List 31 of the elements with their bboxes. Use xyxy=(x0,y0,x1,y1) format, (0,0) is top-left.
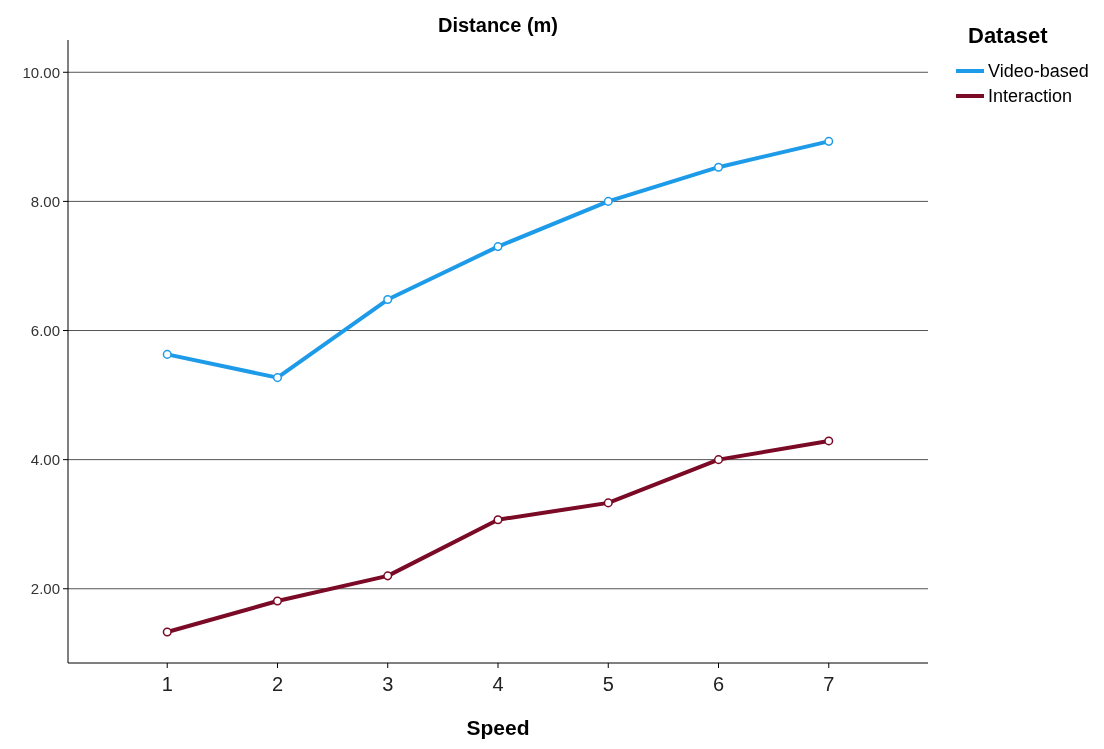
x-tick-label: 7 xyxy=(823,673,835,695)
point xyxy=(824,436,834,446)
point xyxy=(713,162,724,172)
x-tick-label: 4 xyxy=(492,673,504,695)
y-tick-label: 6.00 xyxy=(30,321,60,339)
x-tick-label: 6 xyxy=(712,673,725,695)
x-tick-label: 3 xyxy=(382,673,394,695)
y-tick-label: 10.00 xyxy=(22,63,60,81)
x-tick-label: 5 xyxy=(602,673,614,695)
point xyxy=(272,596,283,606)
chart-title: Distance (m) xyxy=(437,14,559,36)
point xyxy=(272,373,283,383)
point xyxy=(383,295,393,305)
point xyxy=(603,498,613,508)
legend-label: Video-based xyxy=(988,61,1089,82)
y-tick-label: 4.00 xyxy=(30,450,60,468)
x-axis-title: Speed xyxy=(466,716,530,739)
point xyxy=(603,196,613,206)
point xyxy=(162,627,172,637)
point xyxy=(713,455,724,465)
point xyxy=(383,571,393,581)
x-tick-label: 1 xyxy=(161,673,173,695)
y-tick-label: 2.00 xyxy=(30,580,60,598)
point xyxy=(493,515,503,525)
point xyxy=(162,349,172,359)
legend-label: Interaction xyxy=(988,86,1073,107)
y-tick-label: 8.00 xyxy=(30,192,60,210)
point xyxy=(493,242,503,252)
x-tick-label: 2 xyxy=(271,673,284,695)
point xyxy=(824,136,834,146)
legend-title: Dataset xyxy=(968,23,1049,48)
